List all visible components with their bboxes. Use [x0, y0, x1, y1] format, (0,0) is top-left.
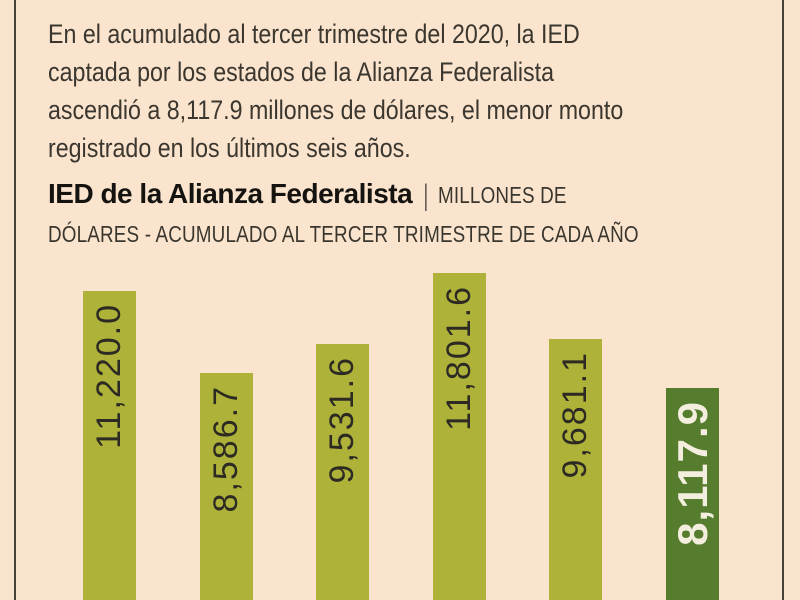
chart-subtitle-line1: MILLONES DE: [437, 182, 567, 208]
bar-5: 9,681.1: [549, 338, 603, 600]
bar-value-label: 9,681.1: [556, 350, 595, 479]
bar-3: 9,531.6: [316, 343, 370, 600]
bar-2: 8,586.7: [199, 372, 253, 600]
bar-value-label: 9,531.6: [323, 355, 362, 484]
intro-paragraph: En el acumulado al tercer trimestre del …: [48, 15, 623, 167]
left-frame-line: [14, 0, 16, 600]
chart-subtitle-line2: DÓLARES - ACUMULADO AL TERCER TRIMESTRE …: [48, 221, 639, 247]
chart-heading: IED de la Alianza Federalista | MILLONES D…: [48, 178, 768, 248]
title-separator: |: [423, 179, 429, 212]
bar-value-label: 8,117.9: [668, 400, 716, 546]
intro-line-4: registrado en los últimos seis años.: [48, 133, 411, 163]
intro-line-2: captada por los estados de la Alianza Fe…: [48, 57, 555, 87]
chart-title: IED de la Alianza Federalista: [48, 178, 413, 209]
bar-6: 8,117.9: [666, 387, 719, 600]
right-frame-line: [782, 0, 784, 600]
intro-line-1: En el acumulado al tercer trimestre del …: [48, 19, 580, 49]
bar-value-label: 8,586.7: [206, 384, 245, 513]
bar-value-label: 11,220.0: [90, 303, 128, 449]
bar-4: 11,801.6: [432, 272, 486, 600]
bar-value-label: 11,801.6: [439, 284, 478, 431]
bar-1: 11,220.0: [83, 291, 136, 600]
chart-heading-line1: IED de la Alianza Federalista | MILLONES D…: [48, 178, 768, 213]
intro-line-3: ascendió a 8,117.9 millones de dólares, …: [48, 95, 624, 125]
